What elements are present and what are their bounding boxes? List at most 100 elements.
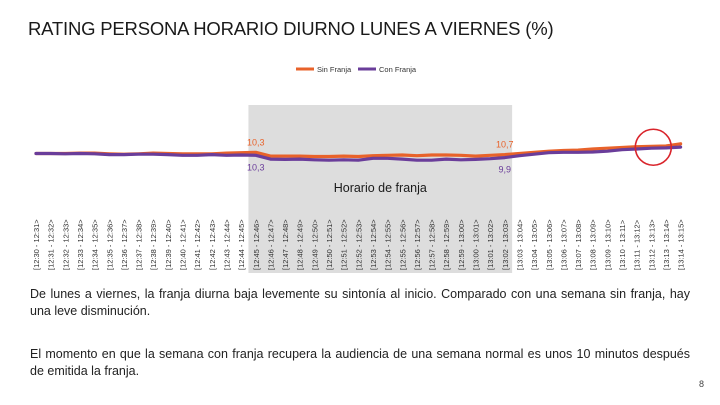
x-tick-label-23: [12:53 - 12:54> xyxy=(369,219,378,270)
x-tick-label-1: [12:31 - 12:32> xyxy=(47,219,56,270)
summary-paragraph-1: De lunes a viernes, la franja diurna baj… xyxy=(30,287,690,318)
data-point-1-35 xyxy=(547,151,550,154)
data-point-1-26 xyxy=(415,159,419,162)
data-point-1-31 xyxy=(489,157,492,160)
x-tick-label-12: [12:42 - 12:43> xyxy=(208,219,217,270)
data-point-0-23 xyxy=(371,154,375,157)
data-point-0-21 xyxy=(342,154,345,158)
data-point-1-20 xyxy=(327,159,331,162)
data-point-1-2 xyxy=(64,152,67,155)
data-point-1-25 xyxy=(401,157,404,161)
x-tick-label-3: [12:33 - 12:34> xyxy=(76,219,85,270)
data-point-0-14 xyxy=(239,151,243,154)
data-label-1: 10,7 xyxy=(496,140,514,150)
data-point-1-37 xyxy=(576,151,580,154)
x-tick-label-19: [12:49 - 12:50> xyxy=(310,219,319,270)
data-point-0-18 xyxy=(298,154,301,158)
x-tick-label-5: [12:35 - 12:36> xyxy=(105,219,114,270)
x-tick-label-37: [13:07 - 13:08> xyxy=(574,219,583,270)
data-label-0: 10,3 xyxy=(247,137,265,147)
data-point-0-16 xyxy=(269,154,272,158)
data-label-3: 9,9 xyxy=(499,165,512,175)
data-point-1-30 xyxy=(474,158,477,161)
x-tick-label-42: [13:12 - 13:13> xyxy=(647,219,656,270)
data-point-0-20 xyxy=(327,155,331,158)
page-number: 8 xyxy=(698,379,704,389)
data-point-1-24 xyxy=(386,157,389,160)
x-tick-label-14: [12:44 - 12:45> xyxy=(237,219,246,270)
x-tick-label-33: [13:03 - 13:04> xyxy=(515,219,524,270)
data-point-0-24 xyxy=(386,154,389,157)
x-tick-label-11: [12:41 - 12:42> xyxy=(193,219,202,270)
data-point-1-29 xyxy=(459,158,463,161)
x-tick-label-24: [12:54 - 12:55> xyxy=(384,219,393,270)
annotations xyxy=(634,128,673,167)
data-point-1-32 xyxy=(503,156,506,159)
data-point-1-18 xyxy=(298,157,301,161)
data-point-0-39 xyxy=(606,147,609,150)
x-axis: [12:30 - 12:31> [12:31 - 12:32> [12:32 - 1… xyxy=(32,219,686,270)
x-tick-label-0: [12:30 - 12:31> xyxy=(32,219,41,270)
data-point-1-7 xyxy=(137,153,140,156)
x-tick-label-10: [12:40 - 12:41> xyxy=(179,219,188,270)
data-point-1-0 xyxy=(34,152,38,155)
x-tick-label-36: [13:06 - 13:07> xyxy=(559,219,568,270)
data-point-0-19 xyxy=(313,155,316,158)
data-point-1-27 xyxy=(430,159,433,162)
x-tick-label-2: [12:32 - 12:33> xyxy=(61,219,70,270)
data-point-0-26 xyxy=(415,154,419,157)
franja-region-label: Horario de franja xyxy=(334,181,427,195)
data-point-0-44 xyxy=(679,142,682,145)
page-title: RATING PERSONA HORARIO DIURNO LUNES A VI… xyxy=(28,18,554,39)
x-tick-label-17: [12:47 - 12:48> xyxy=(281,219,290,270)
data-point-1-9 xyxy=(166,153,169,156)
x-tick-label-30: [13:00 - 13:01> xyxy=(472,219,481,270)
x-tick-label-34: [13:04 - 13:05> xyxy=(530,219,539,270)
x-tick-label-13: [12:43 - 12:44> xyxy=(222,219,231,270)
x-tick-label-8: [12:38 - 12:39> xyxy=(149,219,158,270)
data-point-0-38 xyxy=(591,147,594,151)
data-point-1-42 xyxy=(650,147,653,150)
x-tick-label-29: [12:59 - 13:00> xyxy=(457,219,466,270)
x-tick-label-32: [13:02 - 13:03> xyxy=(501,219,510,270)
data-point-1-10 xyxy=(181,154,184,157)
data-point-1-19 xyxy=(313,158,316,161)
highlight-circle-0 xyxy=(634,128,673,167)
data-point-1-43 xyxy=(664,146,668,150)
x-tick-label-22: [12:52 - 12:53> xyxy=(354,219,363,270)
data-point-1-3 xyxy=(78,152,82,155)
data-point-0-30 xyxy=(474,154,477,158)
data-point-1-28 xyxy=(445,157,448,161)
data-point-0-32 xyxy=(503,153,506,156)
data-point-1-34 xyxy=(532,153,536,156)
data-point-1-22 xyxy=(357,159,360,162)
data-point-1-40 xyxy=(620,148,624,151)
data-point-0-27 xyxy=(430,153,433,157)
data-point-1-5 xyxy=(108,153,111,156)
data-point-0-17 xyxy=(283,154,287,158)
data-point-1-33 xyxy=(518,154,521,157)
x-tick-label-4: [12:34 - 12:35> xyxy=(91,219,100,270)
x-tick-label-43: [13:13 - 13:14> xyxy=(662,219,671,270)
data-point-0-15 xyxy=(254,151,257,154)
x-tick-label-7: [12:37 - 12:38> xyxy=(135,219,144,270)
data-point-1-36 xyxy=(562,151,565,154)
data-labels: 10,3 10,7 10,3 9,9 xyxy=(247,137,514,174)
data-point-0-25 xyxy=(401,153,404,157)
x-tick-label-25: [12:55 - 12:56> xyxy=(398,219,407,270)
data-point-1-4 xyxy=(93,152,96,155)
series-lines xyxy=(34,142,683,162)
data-point-1-11 xyxy=(196,154,199,157)
data-point-1-23 xyxy=(371,157,375,160)
x-tick-label-6: [12:36 - 12:37> xyxy=(120,219,129,270)
data-point-1-6 xyxy=(122,153,126,156)
x-tick-label-44: [13:14 - 13:15> xyxy=(677,219,686,270)
x-tick-label-26: [12:56 - 12:57> xyxy=(413,219,422,270)
data-point-1-14 xyxy=(239,153,243,157)
data-point-1-8 xyxy=(152,153,155,156)
legend-label-0: Sin Franja xyxy=(317,65,352,74)
data-point-1-17 xyxy=(283,158,287,161)
x-tick-label-31: [13:01 - 13:02> xyxy=(486,219,495,270)
data-point-0-29 xyxy=(459,154,463,157)
